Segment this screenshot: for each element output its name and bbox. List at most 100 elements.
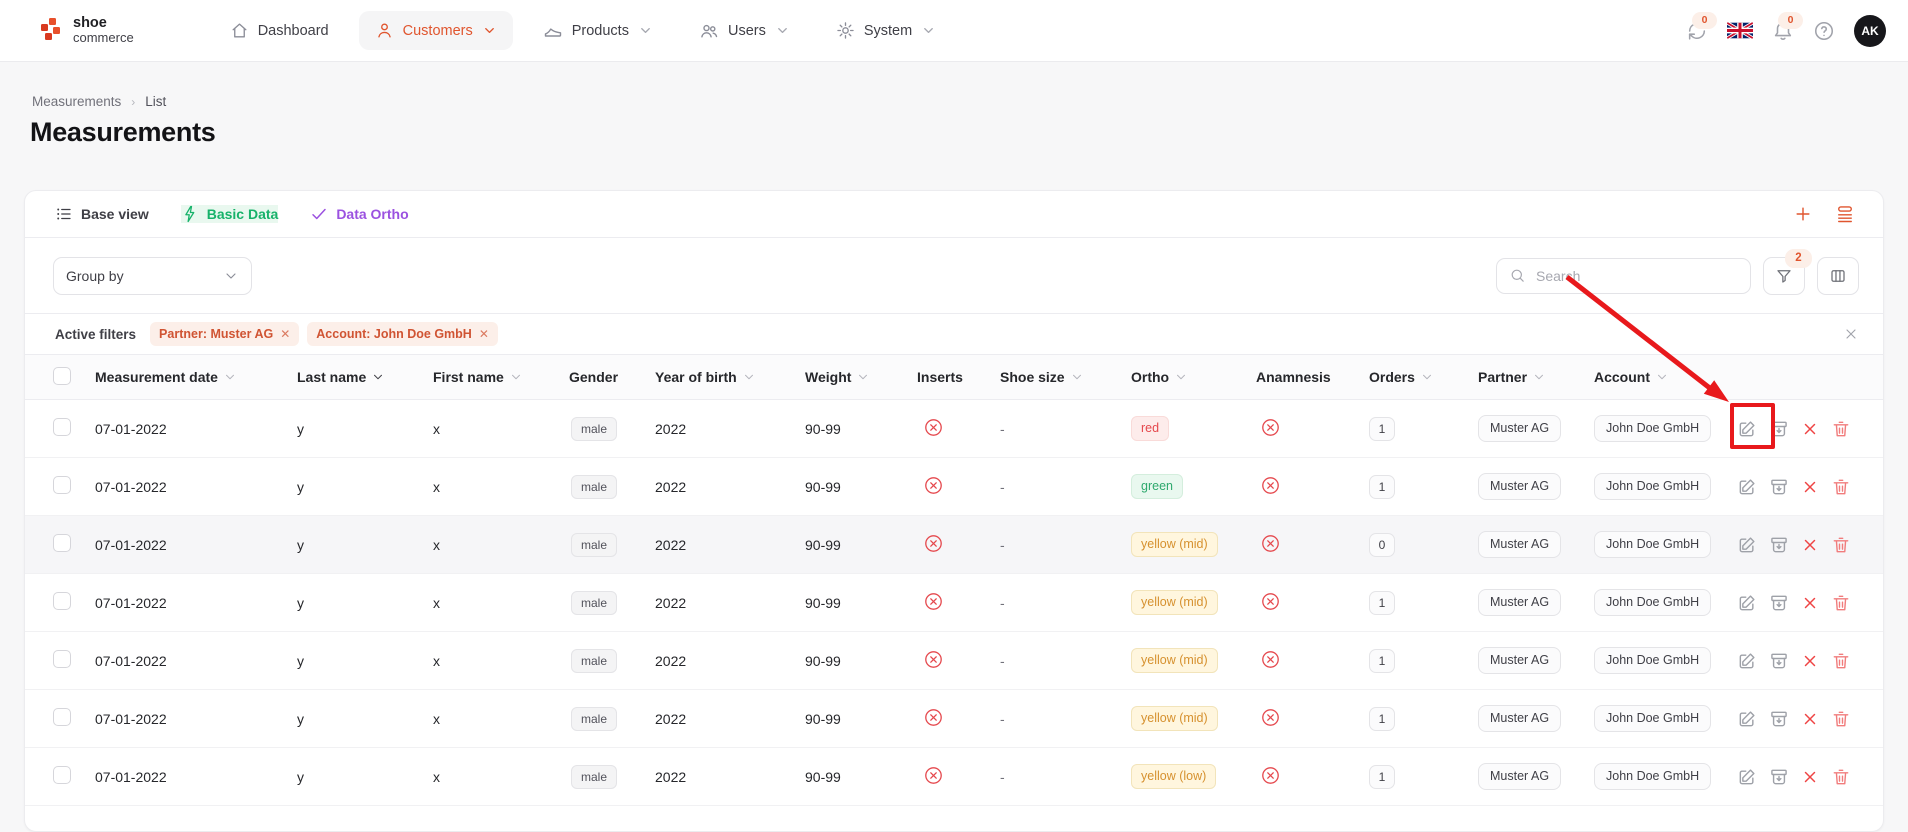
breadcrumb-parent[interactable]: Measurements bbox=[32, 94, 122, 109]
remove-button[interactable] bbox=[1801, 594, 1819, 612]
group-by-select[interactable]: Group by bbox=[53, 256, 252, 295]
cell-weight: 90-99 bbox=[805, 536, 841, 553]
add-view-button[interactable] bbox=[1793, 204, 1813, 224]
toolbar-right: 2 bbox=[1496, 248, 1859, 295]
cell-shoe-size: - bbox=[1000, 536, 1005, 553]
anamnesis-no-icon bbox=[1260, 765, 1281, 786]
archive-button[interactable] bbox=[1769, 651, 1789, 671]
column-header-shoe-size[interactable]: Shoe size bbox=[1000, 369, 1131, 385]
row-checkbox[interactable] bbox=[53, 650, 71, 668]
row-checkbox[interactable] bbox=[53, 418, 71, 436]
archive-box-icon bbox=[1771, 595, 1787, 610]
edit-button[interactable] bbox=[1737, 419, 1757, 439]
row-checkbox[interactable] bbox=[53, 766, 71, 784]
edit-pencil-icon bbox=[1739, 710, 1755, 726]
clear-filters-button[interactable] bbox=[1843, 326, 1859, 342]
archive-button[interactable] bbox=[1769, 593, 1789, 613]
nav-item-dashboard[interactable]: Dashboard bbox=[214, 11, 345, 50]
cell-first-name: x bbox=[433, 652, 440, 669]
column-header-measurement-date[interactable]: Measurement date bbox=[95, 369, 297, 385]
cell-ortho: yellow (mid) bbox=[1131, 706, 1256, 731]
x-icon bbox=[1804, 655, 1816, 666]
nav-item-products[interactable]: Products bbox=[527, 11, 669, 51]
inserts-no-icon bbox=[923, 649, 944, 670]
nav-item-users[interactable]: Users bbox=[683, 11, 806, 51]
column-header-inserts: Inserts bbox=[917, 369, 1000, 385]
cell-last-name: y bbox=[297, 768, 304, 785]
breadcrumb: Measurements › List bbox=[32, 94, 1908, 109]
table-row-2: 07-01-2022 y x male 2022 90-99 - green 1… bbox=[25, 458, 1883, 516]
trash-icon bbox=[1833, 479, 1849, 494]
remove-button[interactable] bbox=[1801, 710, 1819, 728]
edit-button[interactable] bbox=[1737, 477, 1757, 497]
delete-button[interactable] bbox=[1831, 651, 1851, 671]
remove-button[interactable] bbox=[1801, 536, 1819, 554]
search-input[interactable] bbox=[1534, 266, 1738, 285]
cell-orders: 1 bbox=[1369, 416, 1478, 441]
column-header-gender: Gender bbox=[569, 369, 655, 385]
filter-chip-remove-icon[interactable]: ✕ bbox=[478, 327, 489, 341]
breadcrumb-current: List bbox=[145, 94, 167, 109]
remove-button[interactable] bbox=[1801, 652, 1819, 670]
remove-button[interactable] bbox=[1801, 768, 1819, 786]
cell-measurement-date: 07-01-2022 bbox=[95, 594, 167, 611]
delete-button[interactable] bbox=[1831, 593, 1851, 613]
select-all-checkbox[interactable] bbox=[53, 366, 71, 385]
nav-item-customers[interactable]: Customers bbox=[358, 11, 513, 50]
edit-button[interactable] bbox=[1737, 651, 1757, 671]
delete-button[interactable] bbox=[1831, 419, 1851, 439]
sync-button[interactable]: 0 bbox=[1686, 11, 1717, 42]
row-checkbox[interactable] bbox=[53, 476, 71, 494]
columns-button[interactable] bbox=[1817, 256, 1859, 295]
cell-partner: Muster AG bbox=[1478, 589, 1594, 616]
cell-last-name: y bbox=[297, 478, 304, 495]
nav-item-label: System bbox=[863, 22, 913, 39]
row-checkbox[interactable] bbox=[53, 708, 71, 726]
archive-button[interactable] bbox=[1769, 535, 1789, 555]
column-header-account[interactable]: Account bbox=[1594, 369, 1719, 385]
notifications-button[interactable]: 0 bbox=[1772, 11, 1803, 42]
delete-button[interactable] bbox=[1831, 709, 1851, 729]
delete-button[interactable] bbox=[1831, 767, 1851, 787]
filter-button[interactable]: 2 bbox=[1763, 248, 1812, 295]
edit-button[interactable] bbox=[1737, 535, 1757, 555]
column-header-ortho[interactable]: Ortho bbox=[1131, 369, 1256, 385]
filter-chip-remove-icon[interactable]: ✕ bbox=[280, 327, 291, 341]
column-header-last-name[interactable]: Last name bbox=[297, 369, 433, 385]
row-checkbox-cell bbox=[25, 418, 95, 439]
manage-views-button[interactable] bbox=[1835, 204, 1855, 224]
view-tab-basic-data[interactable]: Basic Data bbox=[180, 205, 279, 223]
column-header-partner[interactable]: Partner bbox=[1478, 369, 1594, 385]
search-box bbox=[1496, 257, 1751, 294]
column-header-year-of-birth[interactable]: Year of birth bbox=[655, 369, 805, 385]
archive-button[interactable] bbox=[1769, 767, 1789, 787]
view-tab-data-ortho[interactable]: Data Ortho bbox=[310, 205, 409, 223]
nav-item-system[interactable]: System bbox=[820, 11, 952, 50]
help-button[interactable] bbox=[1813, 20, 1835, 42]
view-tab-base-view[interactable]: Base view bbox=[55, 205, 149, 223]
archive-button[interactable] bbox=[1769, 709, 1789, 729]
cell-anamnesis bbox=[1256, 417, 1369, 441]
column-header-first-name[interactable]: First name bbox=[433, 369, 569, 385]
row-checkbox[interactable] bbox=[53, 534, 71, 552]
user-avatar[interactable]: AK bbox=[1854, 14, 1886, 47]
edit-button[interactable] bbox=[1737, 709, 1757, 729]
archive-button[interactable] bbox=[1769, 419, 1789, 439]
edit-button[interactable] bbox=[1737, 593, 1757, 613]
archive-button[interactable] bbox=[1769, 477, 1789, 497]
trash-icon bbox=[1833, 653, 1849, 668]
edit-button[interactable] bbox=[1737, 767, 1757, 787]
remove-button[interactable] bbox=[1801, 478, 1819, 496]
remove-button[interactable] bbox=[1801, 420, 1819, 438]
delete-button[interactable] bbox=[1831, 477, 1851, 497]
delete-button[interactable] bbox=[1831, 535, 1851, 555]
column-header-orders[interactable]: Orders bbox=[1369, 369, 1478, 385]
brand-logo[interactable]: shoe commerce bbox=[40, 15, 134, 45]
top-navbar: shoe commerce Dashboard Customers Products… bbox=[0, 0, 1908, 62]
cell-gender: male bbox=[569, 590, 655, 615]
cell-account: John Doe GmbH bbox=[1594, 473, 1719, 500]
gear-icon bbox=[836, 21, 855, 40]
language-flag-button[interactable] bbox=[1727, 21, 1753, 40]
column-header-weight[interactable]: Weight bbox=[805, 369, 917, 385]
row-checkbox[interactable] bbox=[53, 592, 71, 610]
